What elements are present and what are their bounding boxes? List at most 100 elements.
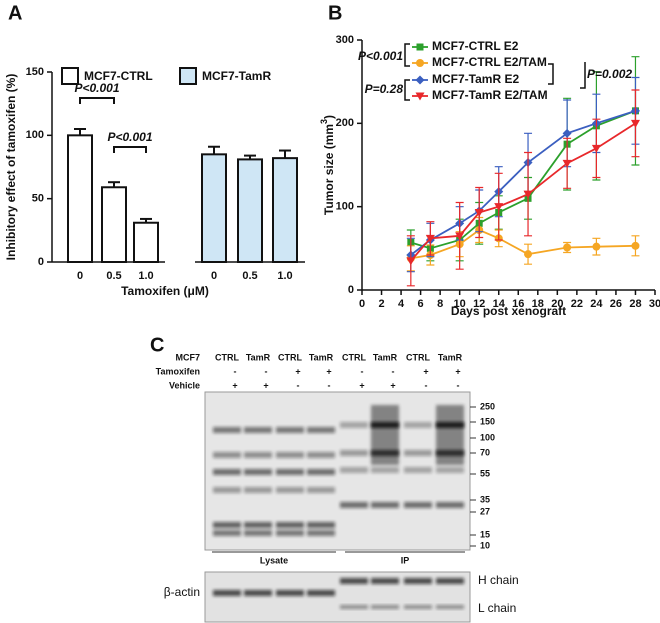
legend-label: MCF7-TamR E2 xyxy=(432,72,519,86)
band xyxy=(340,605,368,609)
annotation: P=0.002 xyxy=(587,67,632,81)
x-tick-label: 20 xyxy=(551,298,563,310)
y-tick-label: 100 xyxy=(26,129,44,141)
point xyxy=(563,243,572,252)
band xyxy=(244,469,272,475)
series-line xyxy=(410,109,636,250)
band xyxy=(307,522,335,528)
x-tick-label: 4 xyxy=(398,298,405,310)
band xyxy=(307,590,335,596)
lane-label: - xyxy=(297,380,300,390)
band xyxy=(276,530,304,536)
row-label: MCF7 xyxy=(176,352,201,362)
marker-label: 15 xyxy=(480,529,490,539)
x-tick-label: 14 xyxy=(493,298,506,310)
point xyxy=(415,92,425,101)
y-tick-label: 150 xyxy=(26,66,44,78)
marker-label: 150 xyxy=(480,416,495,426)
bar xyxy=(201,153,227,263)
lane-label: TamR xyxy=(246,352,271,362)
band xyxy=(307,487,335,493)
y-tick-label: 200 xyxy=(336,117,354,129)
bar xyxy=(67,134,93,263)
point xyxy=(455,232,465,241)
x-tick-label: 0 xyxy=(211,270,217,282)
point xyxy=(425,234,435,243)
band xyxy=(244,522,272,528)
x-tick-label: 0 xyxy=(359,298,365,310)
point xyxy=(494,203,504,212)
band xyxy=(213,522,241,528)
band xyxy=(244,487,272,493)
band xyxy=(307,469,335,475)
legend-label: MCF7-TamR xyxy=(202,69,271,83)
lane-label: - xyxy=(328,380,331,390)
point xyxy=(416,43,424,51)
x-tick-label: 6 xyxy=(418,298,424,310)
x-tick-label: 22 xyxy=(571,298,583,310)
point xyxy=(630,119,640,128)
point xyxy=(591,144,601,153)
legend-label: MCF7-CTRL E2/TAM xyxy=(432,55,547,69)
band xyxy=(276,469,304,475)
row-label: Tamoxifen xyxy=(156,366,200,376)
band xyxy=(213,427,241,433)
lane-label: - xyxy=(361,366,364,376)
marker-label: 55 xyxy=(480,468,490,478)
lane-label: - xyxy=(457,380,460,390)
band xyxy=(276,487,304,493)
lane-label: + xyxy=(232,380,237,390)
point xyxy=(524,250,533,259)
x-tick-label: 24 xyxy=(590,298,603,310)
series-line xyxy=(410,109,636,256)
band xyxy=(371,467,399,473)
band xyxy=(436,405,464,465)
band xyxy=(244,452,272,458)
band xyxy=(276,522,304,528)
y-tick-label: 50 xyxy=(32,193,44,205)
band xyxy=(436,605,464,609)
y-tick-label: 0 xyxy=(38,256,44,268)
band xyxy=(404,450,432,456)
x-tick-label: 0.5 xyxy=(106,270,121,282)
band xyxy=(404,422,432,428)
bracket xyxy=(113,146,147,153)
band xyxy=(371,578,399,584)
bar xyxy=(133,221,159,264)
x-tick-label: 1.0 xyxy=(277,270,292,282)
group-label: IP xyxy=(401,555,410,565)
band xyxy=(213,530,241,536)
legend-label: MCF7-CTRL xyxy=(84,69,153,83)
annotation: P=0.28 xyxy=(365,82,404,96)
x-tick-label: 16 xyxy=(512,298,524,310)
band xyxy=(340,422,368,428)
marker-label: 250 xyxy=(480,401,495,411)
band xyxy=(276,427,304,433)
lane-label: + xyxy=(390,380,395,390)
x-tick-label: 10 xyxy=(454,298,466,310)
point xyxy=(415,75,425,85)
lane-label: TamR xyxy=(373,352,398,362)
x-axis-label: Days post xenograft xyxy=(451,304,566,318)
lane-label: TamR xyxy=(309,352,334,362)
point xyxy=(406,257,416,266)
marker-label: 35 xyxy=(480,494,490,504)
lane-label: - xyxy=(265,366,268,376)
band xyxy=(340,502,368,508)
y-axis-label-part: 3 xyxy=(319,119,329,124)
lane-label: CTRL xyxy=(215,352,239,362)
legend-label: MCF7-CTRL E2 xyxy=(432,39,519,53)
band xyxy=(244,590,272,596)
point xyxy=(474,209,484,217)
x-axis-label: Tamoxifen (μM) xyxy=(121,284,209,298)
lane-label: + xyxy=(263,380,268,390)
lane-label: - xyxy=(425,380,428,390)
y-tick-label: 0 xyxy=(348,284,354,296)
loading-label: β-actin xyxy=(164,585,200,599)
band xyxy=(213,452,241,458)
panel-label: C xyxy=(150,334,164,356)
band xyxy=(371,405,399,465)
band xyxy=(371,605,399,609)
